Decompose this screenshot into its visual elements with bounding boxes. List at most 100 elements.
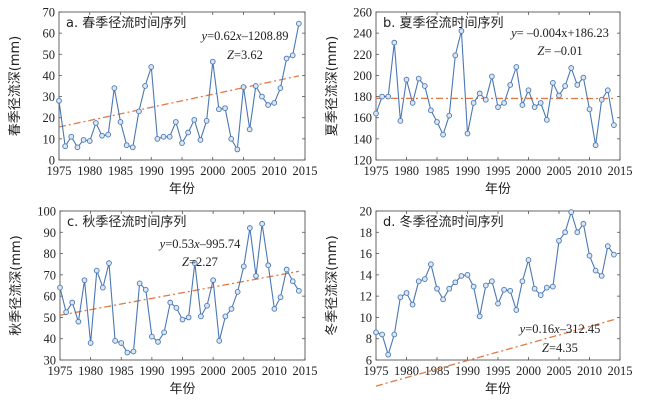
- x-tick-label: 1985: [425, 164, 450, 178]
- data-point: [452, 279, 459, 286]
- x-tick-label: 1980: [78, 364, 103, 378]
- data-point: [580, 220, 587, 227]
- x-tick-label: 1975: [364, 164, 389, 178]
- eq-body: =0.53: [165, 237, 194, 251]
- x-tick-label: 2000: [516, 364, 541, 378]
- data-point: [228, 136, 235, 142]
- eq-body: =0.62: [207, 29, 236, 43]
- y-tick-label: 80: [44, 247, 57, 261]
- data-point: [434, 285, 440, 292]
- data-point: [415, 278, 422, 285]
- z-value: =4.35: [549, 341, 578, 355]
- panel-c: 1975 1980 1985 1990 1995 2000 2005 2010 2015 30 40…: [9, 205, 318, 398]
- data-point: [149, 333, 155, 340]
- data-point: [385, 351, 392, 358]
- panel-title: a. 春季径流时间序列: [66, 16, 186, 31]
- x-tick-label: 1990: [139, 364, 164, 378]
- data-point: [489, 73, 495, 80]
- trend-line: [59, 270, 299, 316]
- y-tick-label: 240: [353, 27, 372, 41]
- data-point: [470, 100, 477, 106]
- data-point: [556, 237, 562, 244]
- data-point: [216, 106, 222, 113]
- x-tick-label: 2010: [262, 164, 287, 178]
- data-point: [391, 331, 398, 338]
- data-point: [482, 282, 489, 289]
- y-tick-label: 8: [366, 332, 372, 346]
- eq-body: = –0.004x+186.23: [517, 26, 609, 40]
- panel-b: 1975 1980 1985 1990 1995 2000 2005 2010 2015 120 1…: [325, 6, 633, 198]
- z-label: Z: [182, 255, 190, 269]
- data-point: [167, 299, 174, 306]
- panel-title: b. 夏季径流时间序列: [383, 16, 504, 31]
- data-point: [598, 273, 605, 279]
- data-point: [142, 286, 149, 293]
- data-point: [379, 331, 385, 338]
- data-point: [253, 273, 259, 279]
- data-point: [228, 306, 235, 312]
- z-statistic: Z=3.62: [227, 48, 263, 62]
- data-point: [525, 87, 532, 94]
- eq-tail: –1208.89: [241, 29, 289, 43]
- data-point: [403, 76, 410, 83]
- data-point: [385, 93, 392, 100]
- x-tick-label: 2005: [231, 364, 256, 378]
- regression-equation: y=0.62x–1208.89: [200, 29, 289, 43]
- data-point: [568, 209, 575, 215]
- data-point: [62, 143, 69, 150]
- data-point: [173, 119, 179, 125]
- data-point: [155, 339, 161, 345]
- x-tick-label: 1980: [394, 364, 419, 378]
- z-statistic: Z=4.35: [542, 341, 578, 355]
- x-tick-label: 2010: [577, 364, 602, 378]
- data-point: [531, 285, 538, 292]
- data-point: [277, 294, 284, 301]
- x-tick-label: 2000: [516, 164, 541, 178]
- y-tick-label: 18: [360, 226, 373, 240]
- eq-x: x: [235, 29, 242, 43]
- data-point: [501, 100, 507, 106]
- x-tick-label: 1975: [364, 364, 389, 378]
- data-point: [259, 220, 265, 227]
- y-tick-label: 220: [353, 48, 372, 62]
- data-point: [173, 305, 180, 311]
- data-point: [476, 313, 483, 320]
- data-point: [501, 286, 507, 293]
- y-axis-title: 夏季径流深(mm): [325, 36, 340, 136]
- x-tick-label: 1990: [455, 164, 480, 178]
- x-tick-label: 2000: [201, 364, 226, 378]
- series-line: [375, 30, 615, 146]
- data-point: [93, 267, 100, 274]
- data-point: [252, 83, 259, 89]
- z-label: Z: [537, 44, 545, 58]
- y-tick-label: 30: [44, 354, 57, 368]
- data-point: [421, 276, 428, 282]
- y-tick-label: 10: [360, 311, 373, 325]
- data-point: [507, 287, 514, 294]
- data-point: [56, 97, 62, 104]
- data-point: [179, 140, 185, 146]
- y-tick-label: 260: [353, 6, 372, 20]
- series-line: [58, 23, 300, 152]
- trend-line: [375, 319, 615, 387]
- x-axis-title: 年份: [169, 382, 195, 397]
- x-tick-label: 1975: [47, 164, 72, 178]
- data-point: [543, 284, 550, 291]
- panel-d: 1975 1980 1985 1990 1995 2000 2005 2010 2015 6 8 10…: [324, 205, 633, 398]
- regression-equation: y= –0.004x+186.23: [509, 26, 609, 40]
- y-tick-label: 14: [360, 268, 373, 282]
- eq-x: x: [193, 237, 200, 251]
- data-point: [604, 87, 611, 94]
- data-point: [57, 284, 63, 291]
- z-statistic: Z=2.27: [182, 255, 218, 269]
- regression-equation: y=0.16x–312.45: [518, 322, 601, 336]
- data-point: [428, 107, 434, 114]
- data-point: [99, 132, 105, 139]
- data-point: [428, 261, 434, 268]
- x-tick-label: 2010: [577, 164, 602, 178]
- x-tick-label: 2015: [293, 164, 318, 178]
- x-tick-label: 1985: [425, 364, 450, 378]
- data-point: [495, 104, 501, 110]
- data-point: [100, 284, 106, 291]
- data-point: [446, 112, 453, 119]
